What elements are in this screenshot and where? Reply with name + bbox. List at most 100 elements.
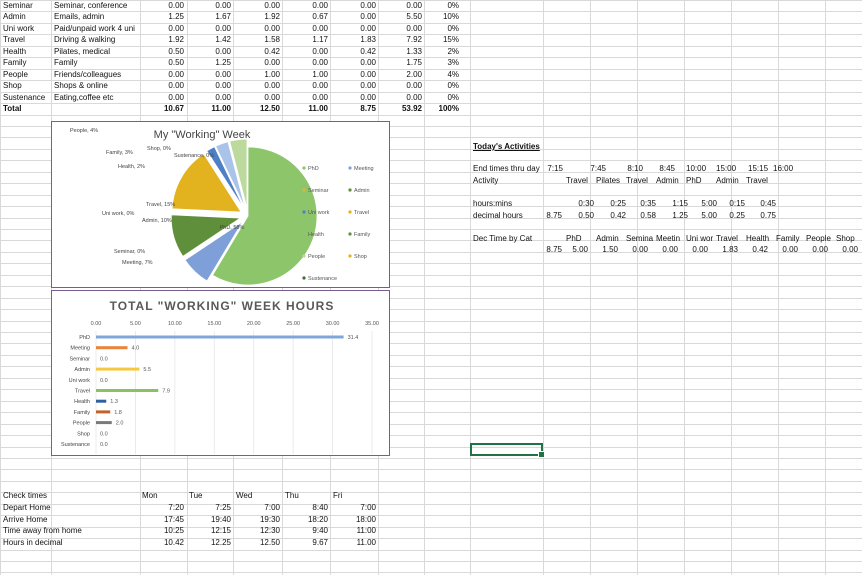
check-time-cell[interactable]: 11.00: [356, 538, 376, 547]
check-time-cell[interactable]: 7:00: [360, 503, 376, 512]
total-label[interactable]: Total: [3, 104, 22, 113]
value-cell[interactable]: 0.00: [406, 81, 422, 90]
activity-cell[interactable]: Admin: [656, 176, 679, 185]
value-cell[interactable]: 1.83: [360, 35, 376, 44]
end-time-cell[interactable]: 7:15: [547, 164, 563, 173]
check-time-cell[interactable]: 8:40: [312, 503, 328, 512]
value-cell[interactable]: 0.00: [312, 58, 328, 67]
description-cell[interactable]: Pilates, medical: [54, 47, 111, 56]
category-value[interactable]: 0.42: [752, 245, 768, 254]
value-cell[interactable]: 0.00: [312, 24, 328, 33]
value-cell[interactable]: 0.00: [360, 1, 376, 10]
category-value[interactable]: 0.00: [842, 245, 858, 254]
value-cell[interactable]: 5.50: [406, 12, 422, 21]
category-header[interactable]: Admin: [596, 234, 619, 243]
category-cell[interactable]: Health: [3, 47, 27, 56]
selected-cell[interactable]: [470, 443, 545, 458]
check-time-cell[interactable]: 18:00: [355, 515, 376, 524]
value-cell[interactable]: 7.92: [406, 35, 422, 44]
category-value[interactable]: 1.50: [602, 245, 618, 254]
percent-cell[interactable]: 3%: [447, 58, 459, 67]
check-time-cell[interactable]: 12.25: [210, 538, 231, 547]
activity-label[interactable]: Activity: [473, 176, 499, 185]
check-time-cell[interactable]: 19:30: [259, 515, 280, 524]
value-cell[interactable]: 0.00: [264, 81, 280, 90]
end-time-cell[interactable]: 8:45: [659, 164, 675, 173]
end-time-cell[interactable]: 15:15: [748, 164, 768, 173]
check-times-label[interactable]: Arrive Home: [3, 515, 48, 524]
activity-cell[interactable]: PhD: [686, 176, 702, 185]
category-header[interactable]: Shop: [836, 234, 855, 243]
check-times-header[interactable]: Mon: [142, 491, 158, 500]
activity-cell[interactable]: Travel: [746, 176, 768, 185]
category-cell[interactable]: Seminar: [3, 1, 33, 10]
category-header[interactable]: People: [806, 234, 831, 243]
value-cell[interactable]: 1.75: [406, 58, 422, 67]
activity-cell[interactable]: Admin: [716, 176, 739, 185]
check-times-label[interactable]: Hours in decimal: [3, 538, 63, 547]
value-cell[interactable]: 0.00: [264, 1, 280, 10]
end-time-cell[interactable]: 16:00: [773, 164, 793, 173]
hours-mins-cell[interactable]: 0:15: [729, 199, 745, 208]
percent-cell[interactable]: 0%: [447, 81, 459, 90]
percent-cell[interactable]: 0%: [447, 93, 459, 102]
category-cell[interactable]: Family: [3, 58, 27, 67]
decimal-hours-cell[interactable]: 0.42: [610, 211, 626, 220]
value-cell[interactable]: 1.92: [168, 35, 184, 44]
decimal-hours-label[interactable]: decimal hours: [473, 211, 523, 220]
value-cell[interactable]: 0.00: [360, 58, 376, 67]
check-time-cell[interactable]: 7:20: [168, 503, 184, 512]
check-times-header[interactable]: Wed: [236, 491, 253, 500]
value-cell[interactable]: 0.00: [406, 1, 422, 10]
value-cell[interactable]: 0.00: [168, 93, 184, 102]
hours-mins-cell[interactable]: 0:45: [760, 199, 776, 208]
value-cell[interactable]: 0.00: [312, 1, 328, 10]
value-cell[interactable]: 1.33: [406, 47, 422, 56]
value-cell[interactable]: 0.00: [215, 47, 231, 56]
check-time-cell[interactable]: 9:40: [312, 526, 328, 535]
total-value[interactable]: 10.67: [163, 104, 184, 113]
value-cell[interactable]: 1.17: [312, 35, 328, 44]
value-cell[interactable]: 0.00: [168, 24, 184, 33]
check-times-header[interactable]: Check times: [3, 491, 48, 500]
value-cell[interactable]: 1.25: [168, 12, 184, 21]
end-times-label[interactable]: End times thru day: [473, 164, 540, 173]
value-cell[interactable]: 0.00: [215, 24, 231, 33]
value-cell[interactable]: 0.00: [264, 93, 280, 102]
value-cell[interactable]: 0.00: [360, 12, 376, 21]
check-times-header[interactable]: Tue: [189, 491, 203, 500]
category-header[interactable]: Uni wor: [686, 234, 714, 243]
description-cell[interactable]: Eating,coffee etc: [54, 93, 114, 102]
description-cell[interactable]: Paid/unpaid work 4 uni: [54, 24, 135, 33]
category-header[interactable]: Health: [746, 234, 770, 243]
decimal-hours-cell[interactable]: 0.58: [640, 211, 656, 220]
value-cell[interactable]: 0.00: [168, 81, 184, 90]
category-header[interactable]: Meetin: [656, 234, 681, 243]
value-cell[interactable]: 1.92: [264, 12, 280, 21]
check-time-cell[interactable]: 12:30: [259, 526, 280, 535]
category-value[interactable]: 0.00: [812, 245, 828, 254]
value-cell[interactable]: 1.67: [215, 12, 231, 21]
value-cell[interactable]: 0.00: [215, 93, 231, 102]
decimal-total[interactable]: 8.75: [546, 211, 562, 220]
category-cell[interactable]: Travel: [3, 35, 25, 44]
total-value[interactable]: 12.50: [259, 104, 280, 113]
check-time-cell[interactable]: 19:40: [210, 515, 231, 524]
value-cell[interactable]: 0.50: [168, 58, 184, 67]
value-cell[interactable]: 0.42: [360, 47, 376, 56]
value-cell[interactable]: 0.00: [360, 70, 376, 79]
value-cell[interactable]: 0.00: [264, 58, 280, 67]
check-time-cell[interactable]: 9.67: [312, 538, 328, 547]
check-times-header[interactable]: Thu: [285, 491, 299, 500]
hours-mins-cell[interactable]: 0:30: [578, 199, 594, 208]
category-header[interactable]: Semina: [626, 234, 654, 243]
decimal-hours-cell[interactable]: 5.00: [701, 211, 717, 220]
decimal-hours-cell[interactable]: 0.25: [729, 211, 745, 220]
value-cell[interactable]: 0.00: [406, 24, 422, 33]
check-time-cell[interactable]: 7:00: [264, 503, 280, 512]
category-cell[interactable]: Sustenance: [3, 93, 46, 102]
value-cell[interactable]: 0.42: [264, 47, 280, 56]
category-header[interactable]: Family: [776, 234, 800, 243]
percent-cell[interactable]: 0%: [447, 1, 459, 10]
